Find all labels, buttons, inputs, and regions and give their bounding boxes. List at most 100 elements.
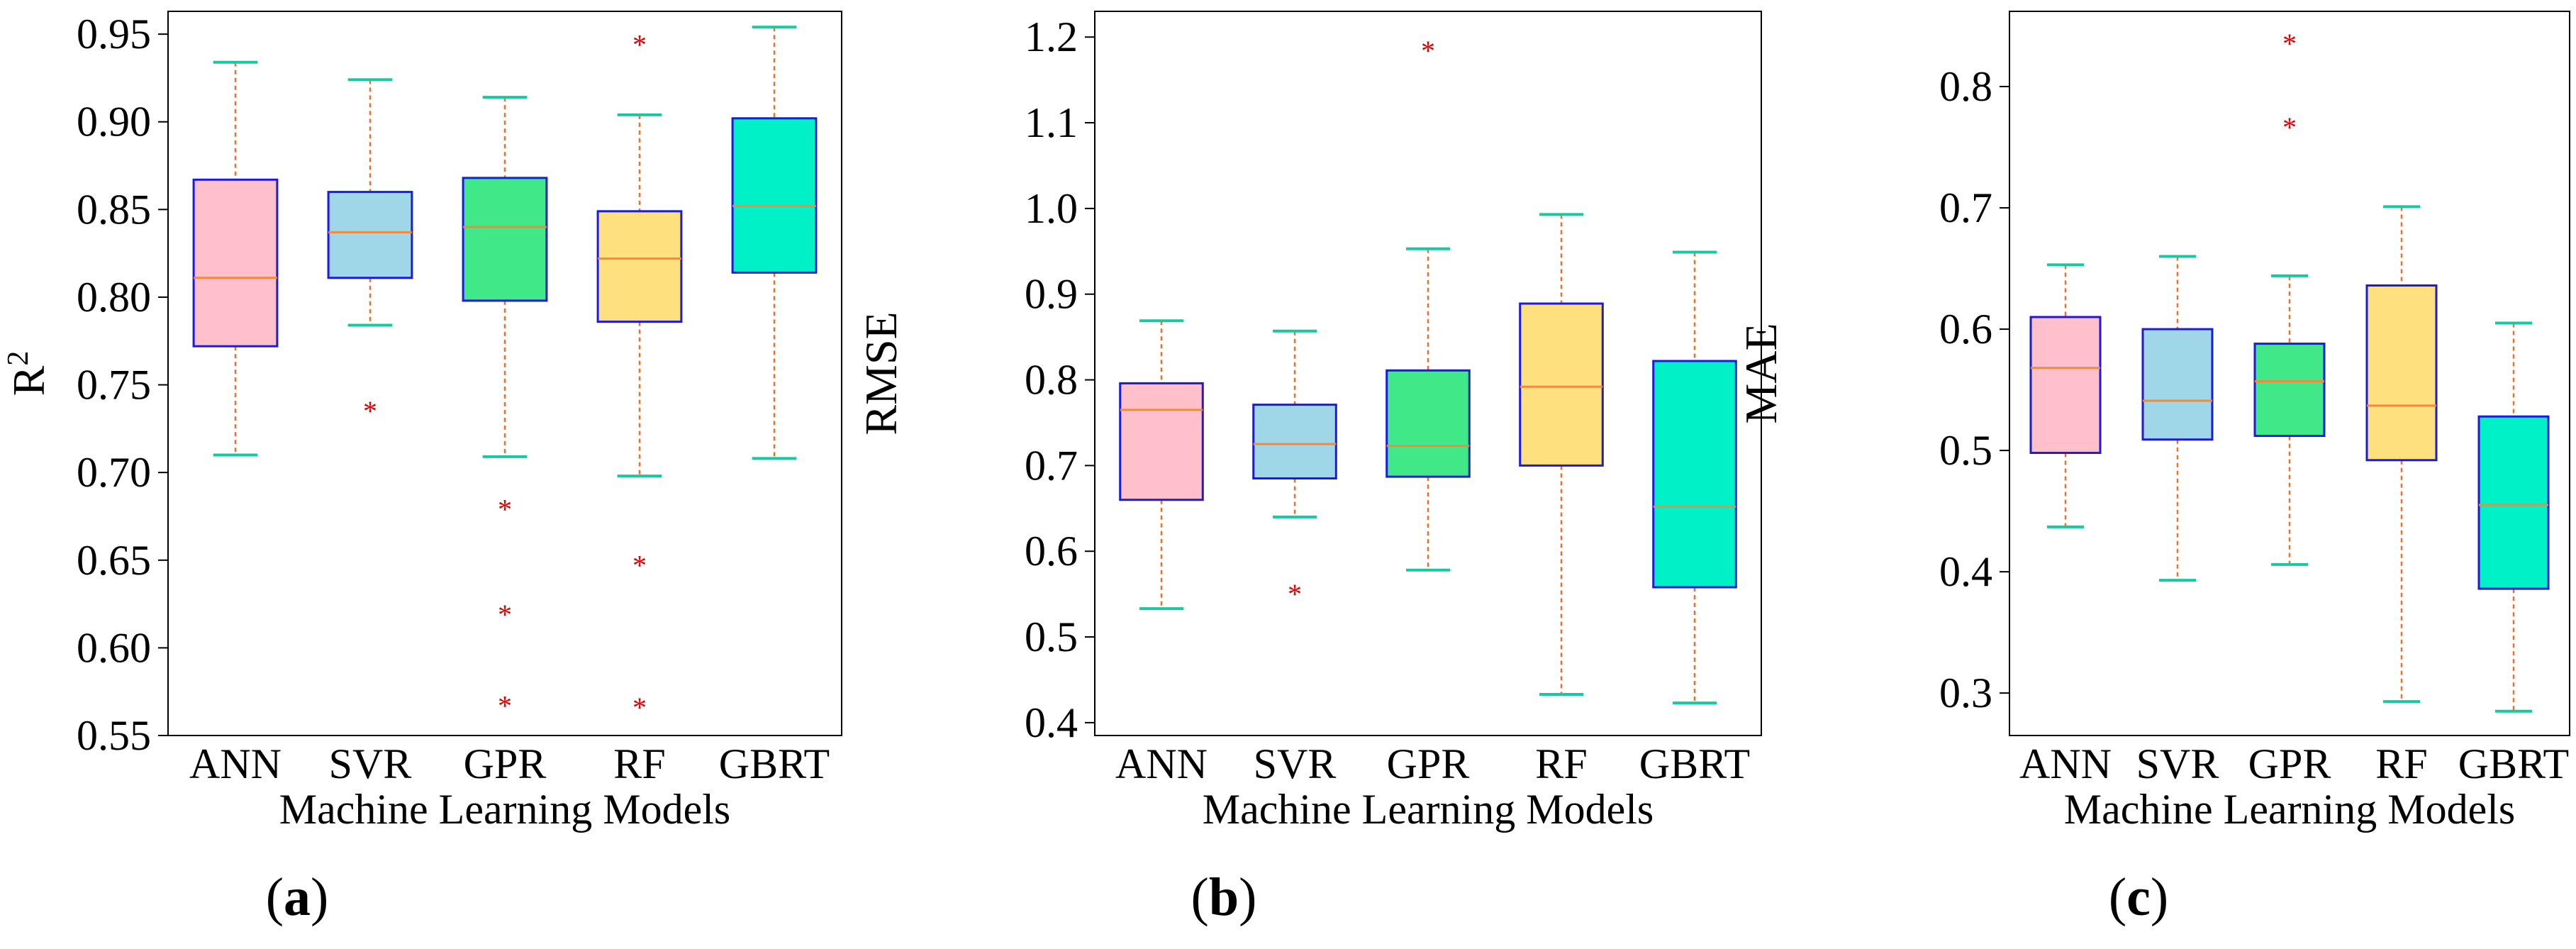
box-body-gpr-a: [462, 177, 548, 302]
box-body-gbrt-b: [1652, 360, 1737, 589]
y-tick-label-b: 0.6: [1025, 528, 1078, 575]
x-tick-label-svr-b: SVR: [1254, 740, 1337, 787]
y-tick-label-a: 0.55: [77, 712, 151, 759]
box-gpr-b: *: [1385, 35, 1471, 572]
outlier-rf-a: *: [632, 550, 647, 582]
y-tick-label-b: 0.4: [1025, 699, 1078, 746]
x-tick-label-gbrt-b: GBRT: [1639, 740, 1750, 787]
caption-b: (b): [1191, 867, 1257, 927]
box-body-ann-b: [1119, 382, 1204, 501]
box-body-svr-a: [327, 191, 413, 279]
plot-frame-b: [1094, 11, 1762, 736]
box-ann-a: [192, 60, 279, 457]
y-tick-label-a: 0.70: [77, 449, 151, 496]
y-tick-label-b: 0.5: [1025, 614, 1078, 660]
x-axis-label-b: Machine Learning Models: [1203, 786, 1654, 833]
box-body-ann-a: [192, 178, 279, 348]
box-gpr-a: * * *: [462, 96, 548, 722]
box-body-rf-a: [596, 210, 683, 323]
y-tick-label-c: 0.3: [1939, 670, 1992, 716]
y-tick-label-c: 0.7: [1939, 184, 1992, 231]
caption-a-letter: a: [284, 867, 311, 927]
y-tick-label-b: 1.2: [1025, 13, 1078, 60]
box-gbrt-c: [2477, 321, 2550, 713]
box-body-gpr-c: [2253, 343, 2326, 438]
y-tick-label-a: 0.60: [77, 624, 151, 671]
y-axis-label-superscript-a: 2: [2, 351, 35, 366]
y-tick-label-a: 0.95: [77, 11, 151, 57]
outlier-svr-a: *: [363, 395, 377, 427]
chart-panel-b: 0.4 0.5 0.6 0.7 0.8 0.9 1.0 1.1 1.2 RMSE ANN * SVR * G…: [856, 11, 1762, 833]
outlier-gpr-c: *: [2282, 28, 2297, 60]
x-tick-label-svr-a: SVR: [329, 740, 412, 787]
x-tick-label-ann-a: ANN: [189, 740, 281, 787]
box-svr-b: *: [1252, 329, 1337, 610]
y-tick-label-a: 0.75: [77, 362, 151, 409]
caption-a: (a): [265, 867, 329, 927]
x-tick-label-svr-c: SVR: [2136, 740, 2219, 787]
box-body-rf-c: [2365, 284, 2438, 462]
y-tick-label-b: 0.7: [1025, 442, 1078, 489]
y-axis-label-a: R2: [2, 351, 54, 396]
outlier-gpr-a: *: [498, 690, 512, 722]
box-body-gbrt-c: [2477, 415, 2550, 590]
y-tick-label-b: 1.1: [1025, 99, 1078, 146]
x-axis-label-a: Machine Learning Models: [279, 786, 730, 833]
y-tick-label-a: 0.65: [77, 537, 151, 584]
chart-panel-a: 0.55 0.60 0.65 0.70 0.75 0.80 0.85 0.90 0.95 R2 AN…: [2, 11, 842, 833]
y-axis-label-b: RMSE: [856, 311, 906, 435]
box-ann-c: [2029, 263, 2102, 528]
box-svr-a: *: [327, 78, 413, 427]
outlier-rf-a: *: [632, 692, 647, 723]
caption-c: (c): [2108, 867, 2169, 927]
y-tick-label-b: 0.8: [1025, 357, 1078, 404]
box-body-svr-b: [1252, 404, 1337, 480]
x-tick-label-rf-c: RF: [2375, 740, 2427, 787]
box-body-svr-c: [2141, 328, 2214, 441]
caption-c-letter: c: [2126, 867, 2151, 927]
outlier-gpr-c: *: [2282, 111, 2297, 143]
x-tick-label-gbrt-c: GBRT: [2458, 740, 2569, 787]
box-body-gpr-b: [1385, 369, 1471, 478]
box-gpr-c: **: [2253, 28, 2326, 566]
box-svr-c: [2141, 255, 2214, 582]
y-axis-label-c: MAE: [1736, 323, 1786, 423]
plot-frame-a: [167, 11, 842, 736]
y-tick-label-c: 0.4: [1939, 548, 1992, 595]
y-tick-label-c: 0.6: [1939, 306, 1992, 353]
caption-b-letter: b: [1208, 867, 1239, 927]
x-axis-label-c: Machine Learning Models: [2064, 786, 2515, 833]
y-tick-label-a: 0.90: [77, 99, 151, 145]
x-tick-label-gpr-c: GPR: [2248, 740, 2331, 787]
x-tick-label-gpr-b: GPR: [1387, 740, 1470, 787]
box-body-gbrt-a: [731, 117, 818, 274]
outlier-rf-a: *: [632, 28, 647, 60]
y-tick-label-a: 0.85: [77, 186, 151, 233]
y-tick-label-c: 0.8: [1939, 63, 1992, 110]
y-tick-label-b: 0.9: [1025, 271, 1078, 318]
box-gbrt-a: [731, 26, 818, 460]
y-tick-label-c: 0.5: [1939, 427, 1992, 474]
box-ann-b: [1119, 319, 1204, 611]
x-tick-label-gpr-a: GPR: [464, 740, 547, 787]
outlier-gpr-a: *: [498, 599, 512, 631]
box-rf-c: [2365, 205, 2438, 704]
x-tick-label-gbrt-a: GBRT: [719, 740, 830, 787]
box-rf-a: * * *: [596, 28, 683, 723]
x-tick-label-rf-b: RF: [1535, 740, 1587, 787]
x-tick-label-rf-a: RF: [613, 740, 665, 787]
x-tick-label-ann-c: ANN: [2019, 740, 2112, 787]
box-body-ann-c: [2029, 316, 2102, 455]
outlier-gpr-a: *: [498, 494, 512, 526]
outlier-svr-b: *: [1288, 578, 1302, 610]
box-rf-b: [1519, 213, 1604, 697]
outlier-gpr-b: *: [1421, 35, 1435, 67]
y-tick-label-a: 0.80: [77, 274, 151, 321]
box-gbrt-b: [1652, 250, 1737, 705]
x-tick-label-ann-b: ANN: [1115, 740, 1208, 787]
box-body-rf-b: [1519, 302, 1604, 467]
plot-frame-c: [2009, 11, 2570, 736]
y-tick-label-b: 1.0: [1025, 185, 1078, 232]
